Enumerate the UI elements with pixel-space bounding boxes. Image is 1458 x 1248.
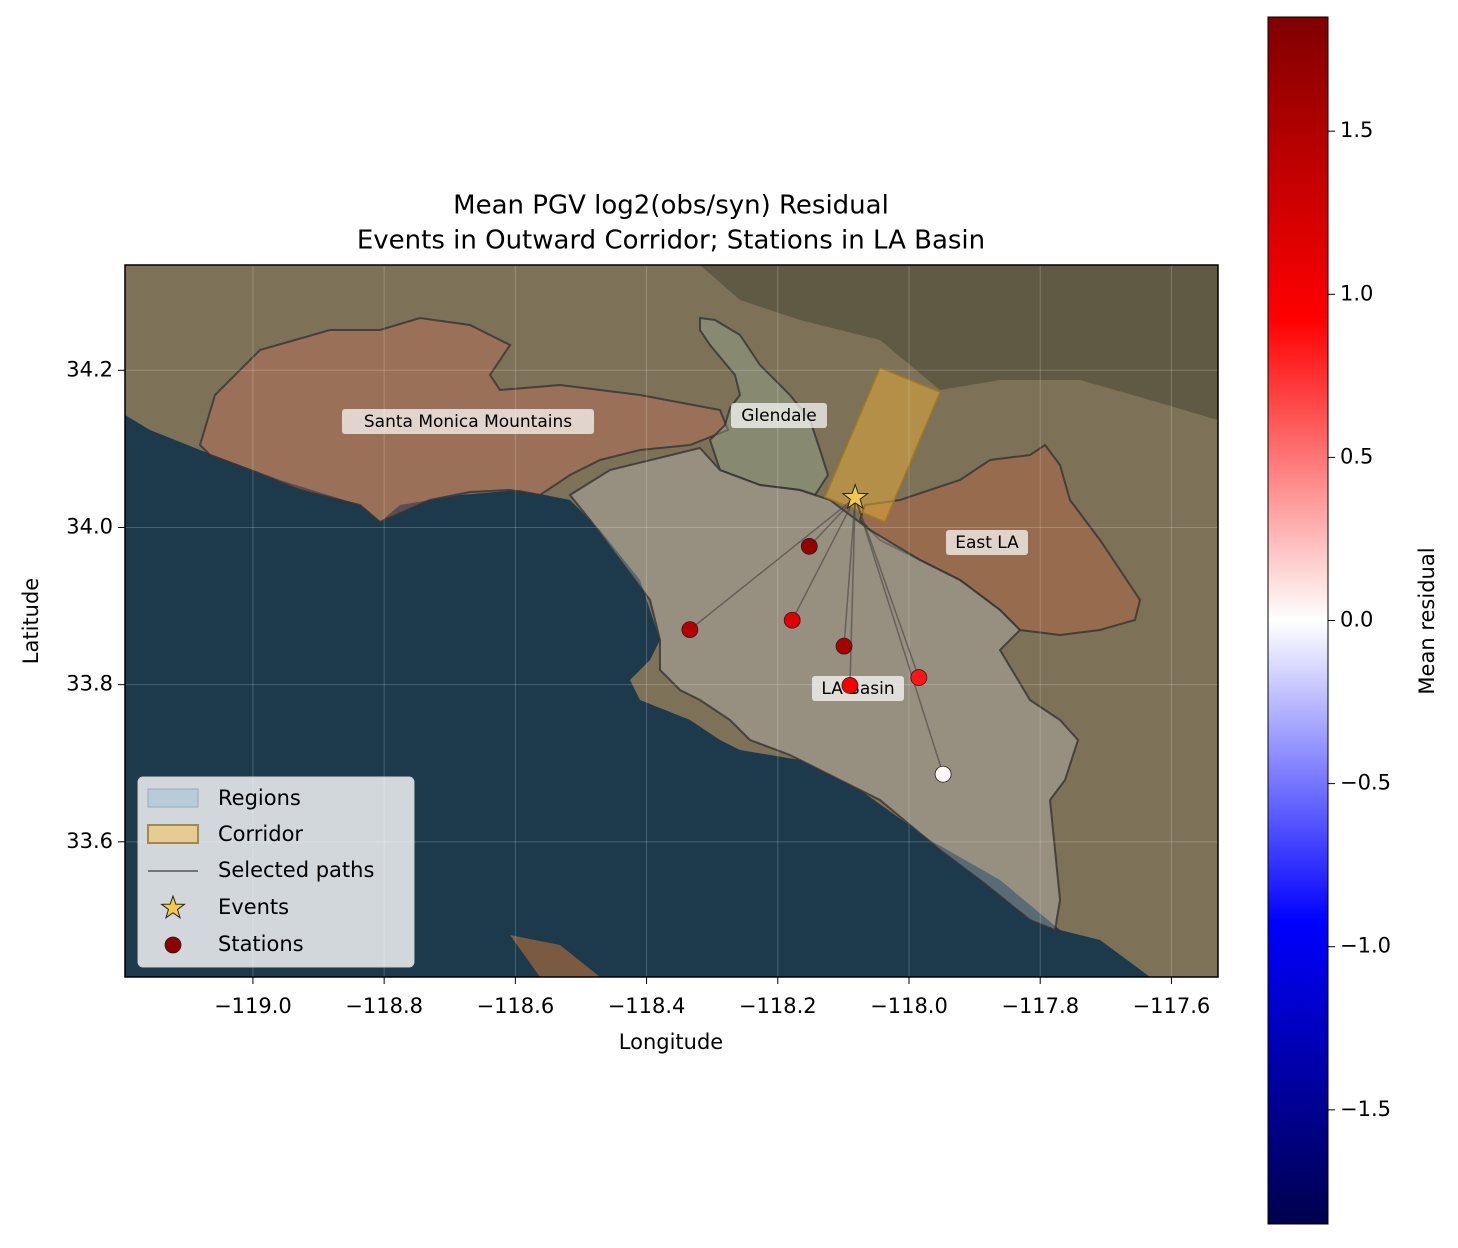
legend-swatch bbox=[147, 788, 199, 808]
legend-label: Corridor bbox=[218, 822, 303, 846]
path-line bbox=[854, 497, 944, 775]
x-tick-label: −118.0 bbox=[870, 994, 948, 1018]
chart-subtitle: Events in Outward Corridor; Stations in … bbox=[357, 226, 985, 256]
colorbar-tick-label: 0.0 bbox=[1340, 608, 1373, 632]
colorbar-tick-label: −0.5 bbox=[1340, 771, 1391, 795]
path-line bbox=[849, 497, 856, 686]
legend-swatch bbox=[160, 894, 186, 919]
y-tick-label: 33.8 bbox=[66, 672, 113, 696]
island bbox=[510, 935, 600, 977]
region-labels: Santa Monica Mountains Glendale East LA … bbox=[342, 403, 1028, 701]
y-tick-label: 34.2 bbox=[66, 357, 113, 381]
colorbar-tick-label: 1.0 bbox=[1340, 281, 1373, 305]
station bbox=[835, 637, 853, 655]
mountains bbox=[700, 265, 1218, 420]
legend-swatch bbox=[147, 824, 199, 844]
region-label: Santa Monica Mountains bbox=[364, 412, 572, 432]
legend-label: Selected paths bbox=[218, 858, 374, 882]
label-box bbox=[342, 409, 594, 434]
station bbox=[841, 677, 859, 694]
region-label: East LA bbox=[955, 533, 1019, 553]
label-box bbox=[731, 403, 827, 428]
x-tick-label: −117.6 bbox=[1133, 994, 1211, 1018]
colorbar-tick-label: −1.0 bbox=[1340, 934, 1391, 958]
event bbox=[841, 483, 870, 510]
corridor bbox=[824, 367, 941, 523]
label-box bbox=[946, 530, 1028, 555]
colorbar-label: Mean residual bbox=[1415, 547, 1439, 694]
y-tick-label: 33.6 bbox=[66, 829, 113, 853]
legend-label: Regions bbox=[218, 786, 301, 810]
path-line bbox=[808, 497, 856, 547]
colorbar-tick-label: 1.5 bbox=[1340, 118, 1373, 142]
x-tick-label: −119.0 bbox=[214, 994, 292, 1018]
region-label: LA Basin bbox=[821, 679, 894, 699]
y-tick-label: 34.0 bbox=[66, 514, 113, 538]
x-tick-label: −118.8 bbox=[345, 994, 423, 1018]
land bbox=[125, 265, 1218, 977]
chart-title: Mean PGV log2(obs/syn) Residual bbox=[453, 191, 889, 221]
x-tick-label: −118.4 bbox=[608, 994, 686, 1018]
label-box bbox=[812, 676, 904, 701]
y-axis-label: Latitude bbox=[19, 578, 43, 664]
marks bbox=[681, 483, 952, 783]
legend: Regions Corridor Selected paths Events S… bbox=[137, 776, 415, 968]
legend-label: Events bbox=[218, 895, 289, 919]
region-label: Glendale bbox=[741, 406, 817, 426]
path-line bbox=[843, 497, 856, 647]
axes-frame bbox=[124, 264, 1219, 978]
x-tick-label: −117.8 bbox=[1001, 994, 1079, 1018]
x-tick-label: −118.2 bbox=[739, 994, 817, 1018]
colorbar-tick-label: −1.5 bbox=[1340, 1097, 1391, 1121]
legend-swatch bbox=[164, 936, 182, 954]
x-tick-label: −118.6 bbox=[476, 994, 554, 1018]
station bbox=[800, 537, 818, 555]
colorbar bbox=[1267, 16, 1329, 1225]
path-line bbox=[689, 497, 856, 631]
path-line bbox=[854, 497, 920, 678]
station bbox=[783, 611, 801, 629]
path-line bbox=[791, 497, 856, 621]
colorbar-tick-label: 0.5 bbox=[1340, 444, 1373, 468]
station bbox=[910, 669, 928, 686]
station bbox=[934, 765, 952, 783]
x-axis-label: Longitude bbox=[619, 1030, 723, 1054]
legend-box bbox=[137, 776, 415, 968]
station bbox=[681, 621, 699, 639]
legend-label: Stations bbox=[218, 932, 304, 956]
